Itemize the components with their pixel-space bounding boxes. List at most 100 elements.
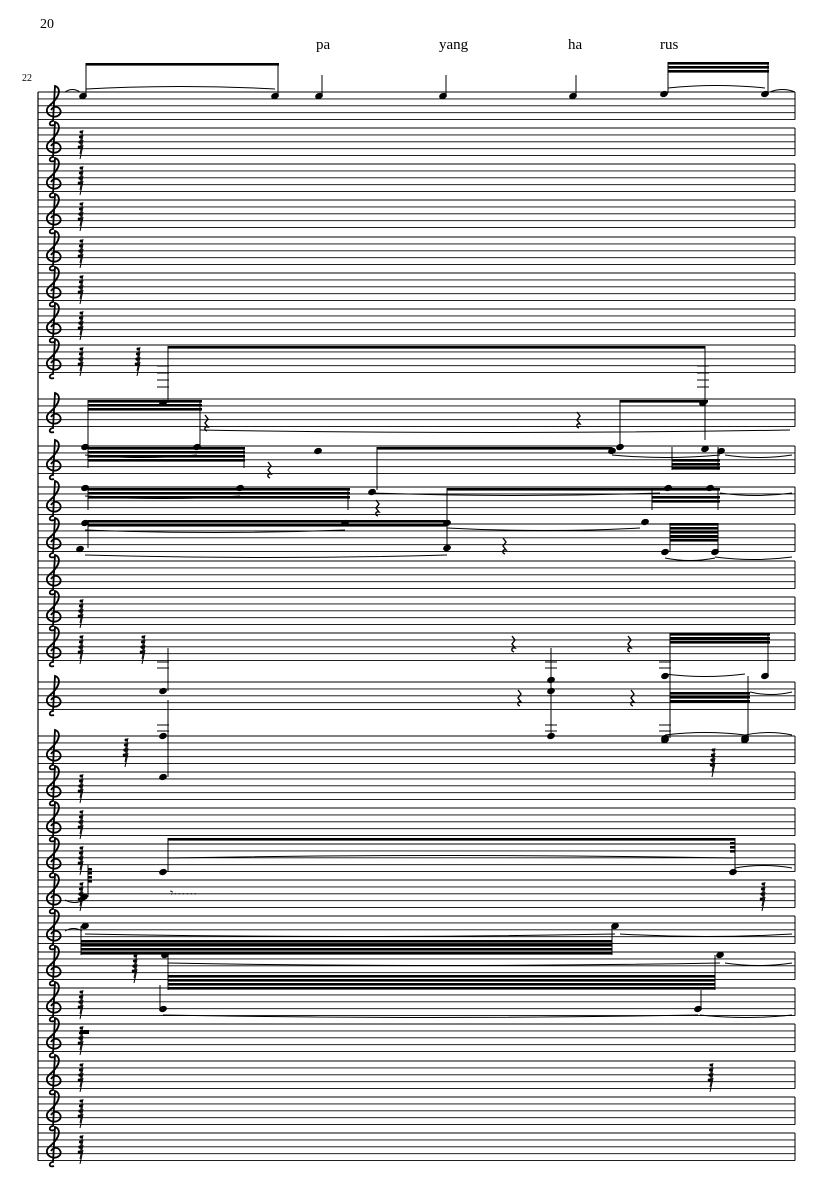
- rest-icon: [78, 135, 82, 139]
- rest-icon: [133, 963, 138, 979]
- beam: [670, 527, 718, 530]
- beam: [88, 447, 245, 450]
- rest-icon: [78, 1104, 82, 1108]
- rest-icon: [79, 253, 84, 269]
- tie: [724, 962, 793, 966]
- treble-clef-icon: [46, 872, 62, 915]
- rest-icon: [760, 887, 764, 891]
- tie: [744, 732, 793, 736]
- notehead: [159, 732, 167, 740]
- beam: [620, 400, 708, 403]
- rest-icon: [761, 896, 766, 912]
- notehead: [716, 951, 724, 959]
- rest-icon: [79, 810, 83, 814]
- rest-icon: [78, 640, 82, 644]
- treble-clef-icon: [46, 980, 62, 1023]
- rest-icon: [131, 969, 135, 973]
- tie: [749, 691, 793, 695]
- rest-icon: [139, 650, 143, 654]
- notehead: [159, 687, 167, 695]
- beam: [88, 488, 350, 491]
- treble-clef-icon: [46, 944, 62, 987]
- notehead: [159, 868, 167, 876]
- rest-icon: [78, 171, 82, 175]
- rest-icon: [79, 180, 84, 196]
- tie: [619, 933, 793, 937]
- notehead: [368, 488, 376, 496]
- rest-icon: [77, 1114, 81, 1118]
- rest-icon: [122, 753, 126, 757]
- lyric-syllable: yang: [439, 37, 469, 53]
- notehead: [271, 92, 279, 100]
- beam: [168, 979, 715, 982]
- rest-icon: [78, 352, 82, 356]
- rest-icon: [132, 964, 136, 968]
- page-number: 20: [40, 17, 54, 32]
- rest-icon: [78, 1073, 82, 1077]
- rest-icon: [79, 239, 83, 243]
- rest-icon: [77, 897, 81, 901]
- treble-clef-icon: [46, 84, 62, 127]
- treble-clef-icon: [46, 337, 62, 380]
- rest-icon: [79, 1063, 83, 1067]
- notehead: [660, 90, 668, 98]
- treble-clef-icon: [46, 229, 62, 272]
- beam: [670, 637, 770, 640]
- rest-icon: [79, 1035, 84, 1051]
- rest-icon: [79, 644, 84, 660]
- notehead: [711, 548, 719, 556]
- tie: [714, 556, 793, 560]
- rest-icon: [123, 748, 127, 752]
- notehead: [81, 519, 89, 527]
- rest-icon: [710, 753, 714, 757]
- rest-icon: [79, 1144, 84, 1160]
- treble-clef-icon: [46, 1125, 62, 1168]
- rest-icon: [79, 166, 83, 170]
- rest-icon: [79, 990, 83, 994]
- rest-icon: [78, 995, 82, 999]
- rest-icon: [124, 752, 129, 768]
- notehead: [315, 92, 323, 100]
- rest-icon: [78, 887, 82, 891]
- tie: [724, 454, 793, 458]
- lyric-syllable: rus: [660, 37, 679, 53]
- rest-icon: [79, 216, 84, 232]
- rest-icon: [711, 748, 715, 752]
- beam: [377, 447, 612, 450]
- notehead: [79, 92, 87, 100]
- beam: [730, 842, 735, 845]
- treble-clef-icon: [46, 1089, 62, 1132]
- rest-icon: [79, 130, 83, 134]
- beam: [730, 850, 735, 853]
- treble-clef-icon: [46, 625, 62, 668]
- rest-icon: [78, 285, 82, 289]
- lyric-syllable: ha: [568, 37, 583, 53]
- tie: [64, 89, 81, 93]
- beam: [670, 523, 718, 526]
- beam: [88, 451, 245, 454]
- notehead: [161, 951, 169, 959]
- beam: [81, 944, 612, 947]
- rest-icon: [135, 352, 139, 356]
- beam: [88, 520, 447, 523]
- rest-icon: [77, 861, 81, 865]
- rest-icon: [132, 959, 136, 963]
- rest-icon: [79, 1149, 84, 1165]
- rest-icon: [133, 954, 137, 958]
- rest-icon: [78, 784, 82, 788]
- rest-icon: [134, 362, 138, 366]
- quarter-rest-icon: [630, 689, 636, 707]
- rest-icon: [77, 1005, 81, 1009]
- beam: [88, 455, 245, 458]
- rest-icon: [79, 788, 84, 804]
- beam: [670, 531, 718, 534]
- notehead: [641, 518, 649, 526]
- beam: [88, 876, 92, 879]
- treble-clef-icon: [46, 156, 62, 199]
- rest-icon: [77, 181, 81, 185]
- rest-icon: [133, 968, 138, 984]
- rest-icon: [77, 254, 81, 258]
- notehead: [729, 868, 737, 876]
- rest-icon: [710, 758, 714, 762]
- tie: [199, 429, 791, 433]
